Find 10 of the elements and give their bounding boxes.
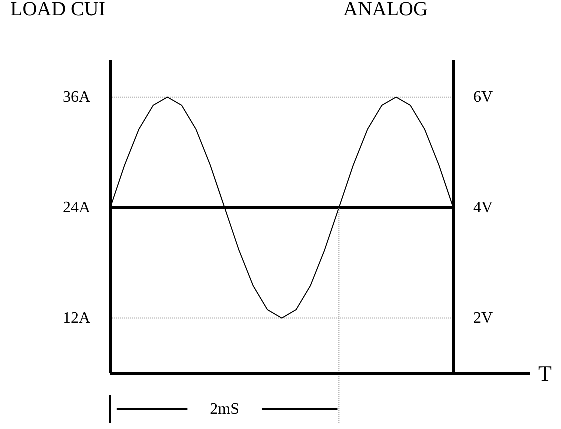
y2-tick-label: 6V	[474, 88, 494, 106]
y-tick-label: 24A	[62, 199, 91, 216]
y-tick-label: 36A	[62, 88, 91, 106]
text: 2mS	[210, 401, 240, 418]
y2-axis-title: ANALOG	[344, 0, 428, 20]
y2-tick-label: 2V	[474, 310, 494, 327]
y-axis-title: LOAD CUI	[10, 0, 106, 20]
y-tick-label: 12A	[62, 310, 91, 327]
y2-tick-label: 4V	[474, 199, 494, 216]
x-axis-title: T	[538, 361, 552, 386]
